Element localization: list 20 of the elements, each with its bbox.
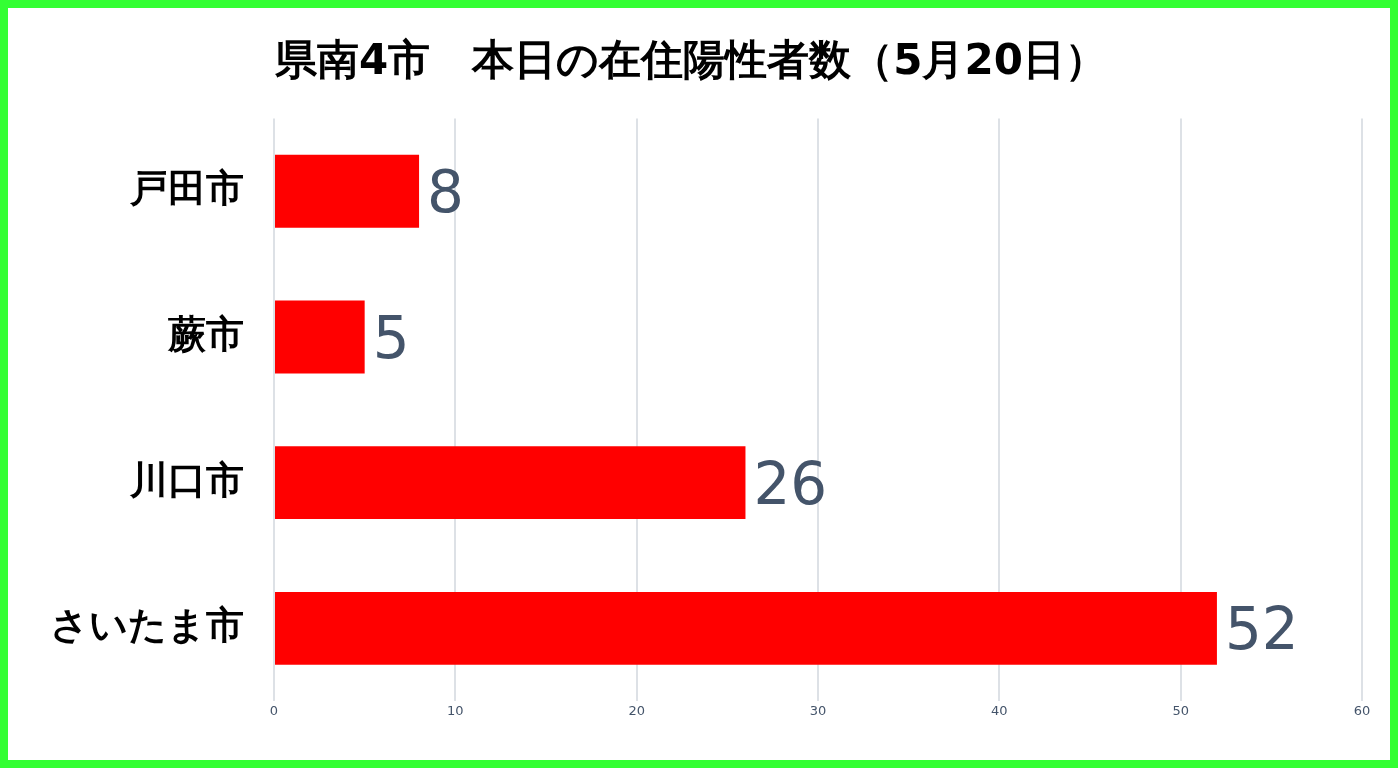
y-tick-label: さいたま市 (50, 603, 244, 648)
x-tick-label: 30 (809, 703, 827, 719)
data-label: 5 (372, 304, 410, 373)
data-label: 8 (427, 158, 464, 227)
y-tick-label: 川口市 (129, 457, 244, 502)
data-label: 26 (753, 449, 828, 518)
data-label: 52 (1224, 595, 1299, 664)
bar (275, 446, 746, 520)
y-tick-label: 戸田市 (129, 166, 244, 211)
bar (275, 154, 420, 228)
x-tick-label: 10 (447, 703, 464, 719)
bar (275, 591, 1217, 665)
y-tick-label: 蕨市 (167, 311, 244, 356)
x-tick-label: 0 (269, 703, 279, 719)
x-tick-label: 60 (1353, 703, 1371, 719)
bar (275, 300, 365, 374)
x-tick-label: 50 (1172, 703, 1189, 719)
chart-title: 県南4市 本日の在住陽性者数（5月20日） (274, 35, 1107, 85)
x-tick-label: 40 (991, 703, 1008, 719)
x-tick-label: 20 (628, 703, 645, 719)
